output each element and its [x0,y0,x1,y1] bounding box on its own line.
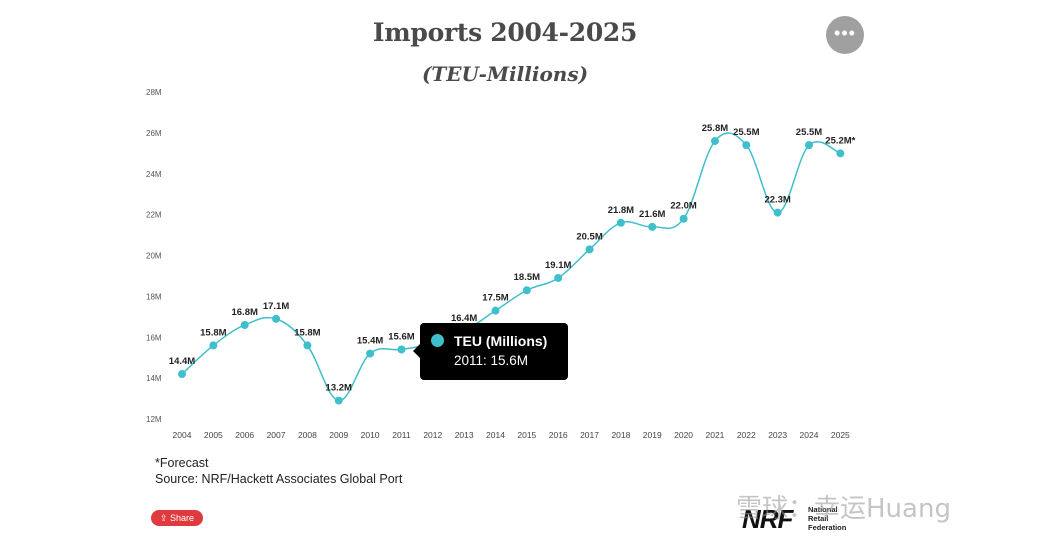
data-label: 15.8M [294,327,320,338]
data-label: 18.5M [514,272,540,283]
data-label: 15.4M [357,336,383,347]
data-label: 20.5M [576,231,602,242]
chart-subtitle: (TEU-Millions) [421,62,589,86]
x-tick-label: 2022 [737,430,756,440]
data-point [366,349,375,358]
nrf-logo-line: National [808,505,838,514]
data-point [710,137,719,146]
y-tick-label: 22M [146,211,162,220]
x-tick-label: 2011 [392,430,411,440]
data-label: 17.5M [482,293,508,304]
y-tick-label: 14M [146,374,162,383]
watermark-text: 雪球：幸运Huang [736,494,951,524]
y-tick-label: 26M [146,129,162,138]
nrf-logo-text: National Retail Federation [808,505,846,532]
data-point [742,141,751,150]
source-note: Source: NRF/Hackett Associates Global Po… [155,471,403,486]
data-point [334,396,343,405]
data-label: 16.8M [231,307,257,318]
data-point [773,208,782,217]
data-point [616,218,625,227]
x-tick-label: 2009 [329,430,348,440]
data-point [272,314,281,323]
x-tick-label: 2007 [267,430,286,440]
series-line [181,132,841,402]
data-label: 16.4M [451,313,477,324]
x-tick-label: 2006 [235,430,254,440]
x-tick-label: 2020 [674,430,693,440]
x-tick-label: 2021 [705,430,724,440]
x-tick-label: 2008 [298,430,317,440]
data-point [178,370,186,379]
nrf-logo-mark: NRF [742,504,793,534]
chart-title: Imports 2004-2025 [372,18,638,47]
y-tick-label: 18M [146,292,162,301]
data-point [836,149,845,158]
share-icon: ⇪ [159,513,170,523]
data-label: 21.6M [639,209,665,220]
x-tick-label: 2018 [611,430,630,440]
x-tick-label: 2025 [831,430,850,440]
y-tick-label: 28M [146,88,162,97]
tooltip-series-name: TEU (Millions) [454,333,548,349]
data-point [240,320,249,329]
data-label: 13.2M [326,383,352,394]
x-tick-label: 2014 [486,430,505,440]
data-label: 15.6M [388,332,414,343]
data-point [554,273,563,282]
data-point [648,222,657,231]
data-label: 14.4M [169,356,195,367]
data-point [805,141,813,150]
x-tick-label: 2019 [643,430,662,440]
data-label: 25.5M [796,127,822,138]
y-tick-label: 12M [146,415,162,424]
nrf-logo: NRF National Retail Federation [742,503,862,535]
data-point [491,306,500,315]
x-tick-label: 2017 [580,430,599,440]
data-label: 15.8M [200,327,226,338]
data-label: 22.0M [670,201,696,212]
data-point [397,345,406,354]
more-options-button[interactable]: ••• [826,16,864,54]
share-button[interactable]: ⇪ Share [151,510,203,526]
data-point [679,214,688,223]
nrf-logo-line: Federation [808,523,847,532]
data-label: 22.3M [764,195,790,206]
x-tick-label: 2005 [204,430,223,440]
x-tick-label: 2015 [517,430,536,440]
y-tick-label: 16M [146,333,162,342]
data-point [209,341,218,350]
chart-tooltip: TEU (Millions) 2011: 15.6M [413,323,568,380]
x-tick-label: 2023 [768,430,787,440]
data-label: 19.1M [545,260,571,271]
forecast-note: *Forecast [155,456,209,470]
y-tick-label: 24M [146,170,162,179]
tooltip-series-dot [431,334,444,347]
x-tick-label: 2010 [361,430,380,440]
tooltip-value: 2011: 15.6M [454,353,529,368]
data-label: 25.2M* [825,135,855,146]
footnote: *Forecast Source: NRF/Hackett Associates… [155,456,402,487]
x-tick-label: 2012 [423,430,442,440]
x-tick-label: 2004 [173,430,192,440]
x-tick-label: 2016 [549,430,568,440]
data-label: 21.8M [608,205,634,216]
data-point [303,341,312,350]
data-label: 25.5M [733,127,759,138]
share-label: Share [170,513,195,523]
data-label: 17.1M [263,301,289,312]
nrf-logo-line: Retail [808,514,829,523]
x-tick-label: 2013 [455,430,474,440]
data-point [585,245,594,254]
x-tick-label: 2024 [800,430,819,440]
data-point [522,286,531,295]
data-label: 25.8M [702,123,728,134]
y-tick-label: 20M [146,252,162,261]
